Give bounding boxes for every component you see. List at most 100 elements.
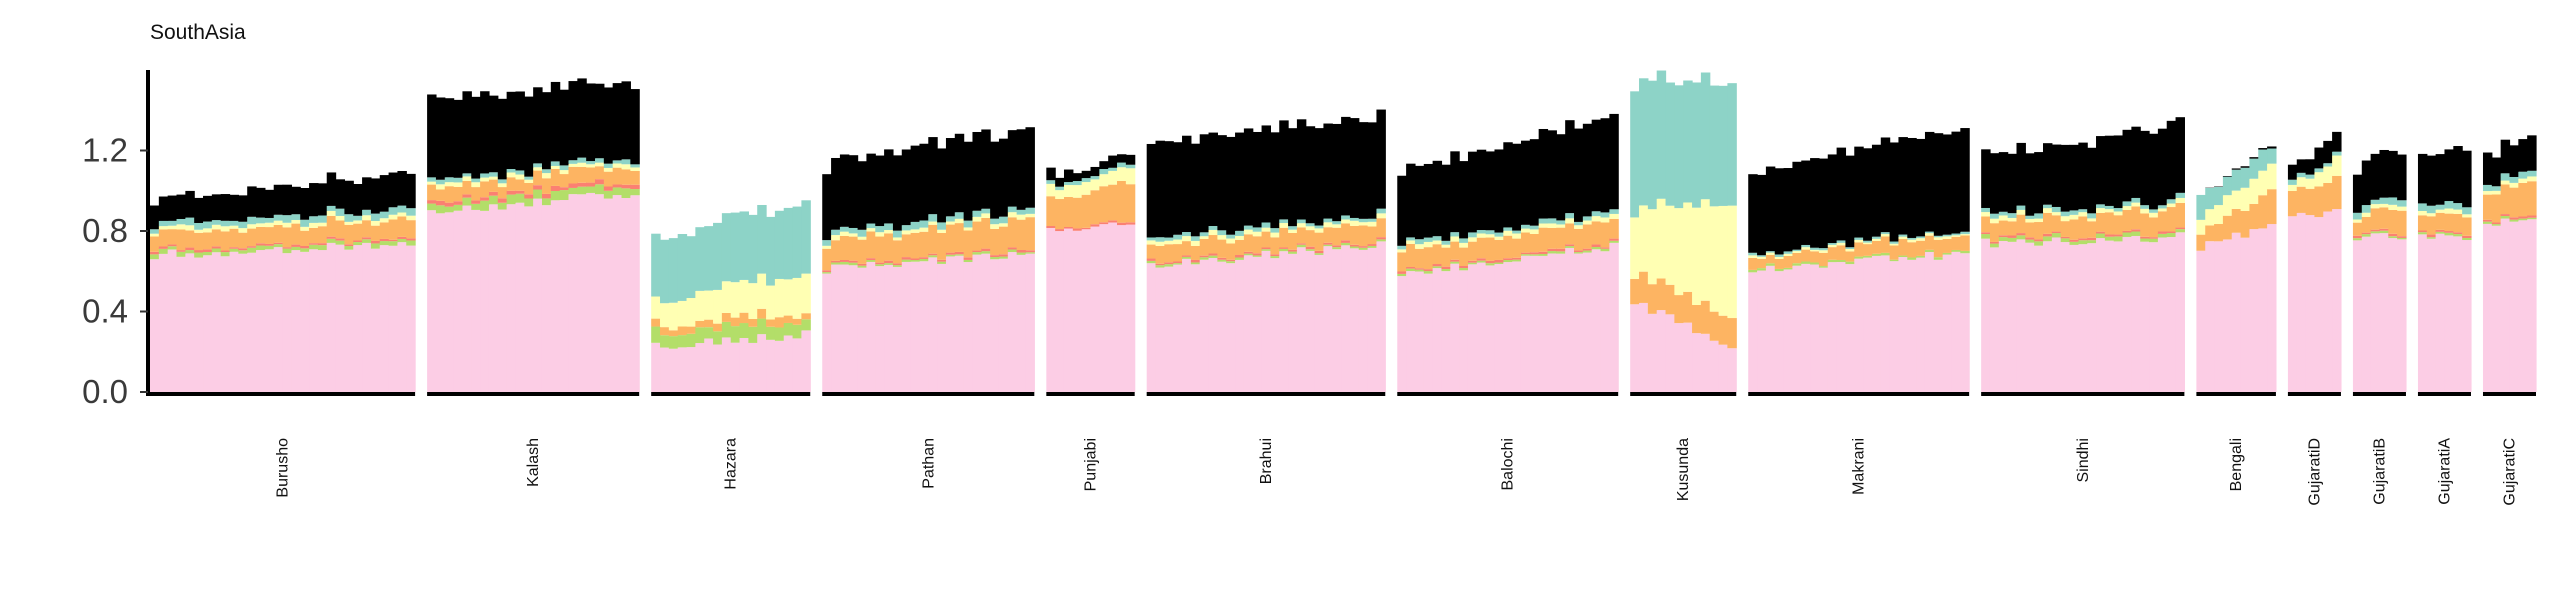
bar-segment-gujaratib-2-4 [2370, 208, 2381, 230]
bar-segment-sindhi-16-6 [2122, 201, 2132, 207]
bar-segment-burusho-21-5 [335, 215, 346, 221]
bar-segment-gujaratia-3-1 [2444, 232, 2454, 236]
bar-segment-kalash-4-4 [462, 180, 472, 195]
bar-segment-burusho-3-5 [176, 224, 186, 230]
bar-segment-balochi-17-6 [1547, 218, 1557, 224]
bar-segment-pathan-0-1 [822, 272, 832, 274]
panel-title: SouthAsia [150, 21, 246, 44]
bar-segment-sindhi-11-0 [2078, 244, 2088, 392]
bar-segment-sindhi-21-1 [2166, 233, 2177, 238]
bar-segment-sindhi-11-6 [2078, 209, 2088, 213]
bar-segment-makrani-5-4 [1792, 252, 1802, 264]
bar-segment-punjabi-5-3 [1090, 224, 1100, 227]
bar-segment-gujaratib-2-3 [2370, 229, 2381, 232]
group-label-bengali: Bengali [2228, 438, 2245, 491]
bar-segment-kusunda-2-5 [1647, 209, 1658, 285]
bar-segment-kalash-5-1 [471, 203, 481, 210]
bar-segment-burusho-3-3 [176, 250, 186, 252]
bar-segment-gujaratib-0-1 [2352, 238, 2363, 241]
bar-segment-gujaratid-1-7 [2296, 159, 2307, 173]
bar-segment-kalash-18-7 [586, 83, 596, 162]
bar-segment-brahui-9-6 [1226, 234, 1236, 239]
bar-segment-brahui-2-3 [1164, 262, 1174, 265]
bar-segment-pathan-15-1 [954, 254, 965, 256]
bar-segment-brahui-25-7 [1367, 122, 1378, 219]
bar-segment-balochi-15-0 [1529, 255, 1540, 392]
bar-segment-makrani-0-1 [1748, 269, 1758, 273]
bar-segment-hazara-17-4 [801, 313, 811, 320]
bar-segment-brahui-9-3 [1226, 259, 1236, 262]
bar-segment-hazara-6-0 [704, 338, 714, 392]
bar-segment-kalash-17-6 [577, 157, 587, 163]
bar-segment-gujaratic-4-7 [2518, 139, 2528, 172]
bar-segment-balochi-0-0 [1397, 276, 1407, 392]
bar-segment-burusho-17-5 [300, 226, 310, 231]
bar-segment-burusho-20-3 [326, 236, 337, 239]
bar-segment-punjabi-7-6 [1108, 167, 1118, 171]
bar-segment-brahui-20-7 [1323, 123, 1333, 219]
bar-segment-makrani-18-5 [1907, 239, 1917, 243]
bar-segment-gujaratic-1-7 [2491, 157, 2502, 187]
bar-segment-balochi-23-7 [1600, 118, 1610, 213]
bar-segment-makrani-4-7 [1783, 168, 1794, 252]
bar-segment-balochi-10-0 [1485, 265, 1496, 392]
bar-segment-burusho-23-6 [353, 215, 363, 221]
bar-segment-balochi-20-7 [1574, 128, 1584, 222]
bar-segment-kalash-22-5 [621, 164, 631, 170]
bar-segment-burusho-9-5 [229, 225, 239, 229]
bar-segment-balochi-14-4 [1520, 232, 1531, 253]
bar-segment-hazara-0-4 [651, 318, 661, 327]
bar-segment-gujaratic-2-3 [2500, 214, 2511, 216]
bar-segment-kalash-2-6 [444, 177, 455, 183]
bar-segment-balochi-24-6 [1609, 209, 1619, 214]
bar-segment-kalash-15-7 [559, 89, 570, 166]
bar-segment-kusunda-10-6 [1718, 85, 1728, 206]
bar-segment-makrani-3-0 [1774, 271, 1785, 392]
bar-segment-gujaratib-2-6 [2370, 199, 2381, 205]
bar-segment-burusho-16-0 [291, 250, 301, 392]
bar-segment-balochi-20-1 [1574, 252, 1584, 254]
bar-segment-pathan-5-5 [866, 228, 876, 232]
bar-segment-balochi-23-4 [1600, 222, 1610, 248]
bar-segment-makrani-11-6 [1845, 247, 1855, 249]
bar-segment-balochi-18-5 [1556, 224, 1566, 228]
bar-segment-brahui-19-3 [1314, 250, 1325, 254]
bar-segment-brahui-7-3 [1208, 253, 1218, 256]
bar-segment-gujaratia-2-4 [2435, 212, 2446, 230]
bar-segment-gujaratib-5-0 [2397, 239, 2407, 392]
bar-segment-pathan-10-3 [910, 258, 921, 261]
bar-segment-pathan-5-1 [866, 260, 876, 262]
bar-segment-brahui-0-1 [1146, 260, 1157, 264]
bar-segment-brahui-1-4 [1155, 245, 1165, 264]
bar-segment-punjabi-9-5 [1125, 168, 1136, 185]
bar-segment-burusho-20-6 [326, 205, 337, 211]
bar-segment-balochi-19-5 [1565, 218, 1575, 224]
bar-segment-balochi-23-1 [1600, 248, 1610, 252]
bar-segment-bengali-8-0 [2267, 224, 2277, 392]
bar-segment-makrani-6-6 [1801, 244, 1811, 248]
bar-segment-sindhi-10-7 [2069, 144, 2079, 211]
bar-segment-burusho-2-1 [167, 246, 178, 250]
bar-segment-pathan-4-3 [857, 263, 868, 266]
bar-segment-makrani-14-5 [1871, 238, 1882, 241]
bar-segment-sindhi-8-4 [2051, 215, 2062, 232]
bar-segment-burusho-22-3 [344, 244, 354, 247]
bar-segment-makrani-14-4 [1871, 240, 1882, 254]
bar-segment-punjabi-1-4 [1055, 199, 1065, 230]
bar-segment-makrani-2-1 [1765, 263, 1776, 266]
bar-segment-kalash-9-5 [506, 172, 517, 178]
bar-segment-gujaratia-0-3 [2417, 230, 2428, 233]
bar-segment-hazara-14-6 [774, 210, 785, 279]
bar-segment-sindhi-21-0 [2166, 237, 2177, 392]
bar-segment-kalash-16-1 [568, 187, 578, 195]
bar-segment-burusho-11-3 [247, 246, 257, 248]
bar-segment-burusho-29-0 [406, 245, 416, 392]
bar-segment-makrani-15-6 [1880, 232, 1891, 235]
bar-segment-brahui-2-7 [1164, 141, 1174, 238]
bar-segment-burusho-28-4 [397, 216, 407, 237]
bar-segment-gujaratia-5-5 [2462, 214, 2472, 218]
bar-segment-burusho-6-4 [203, 232, 213, 250]
bar-segment-burusho-3-6 [176, 218, 186, 225]
bar-segment-punjabi-0-6 [1046, 180, 1056, 184]
bar-segment-burusho-14-6 [273, 214, 284, 221]
